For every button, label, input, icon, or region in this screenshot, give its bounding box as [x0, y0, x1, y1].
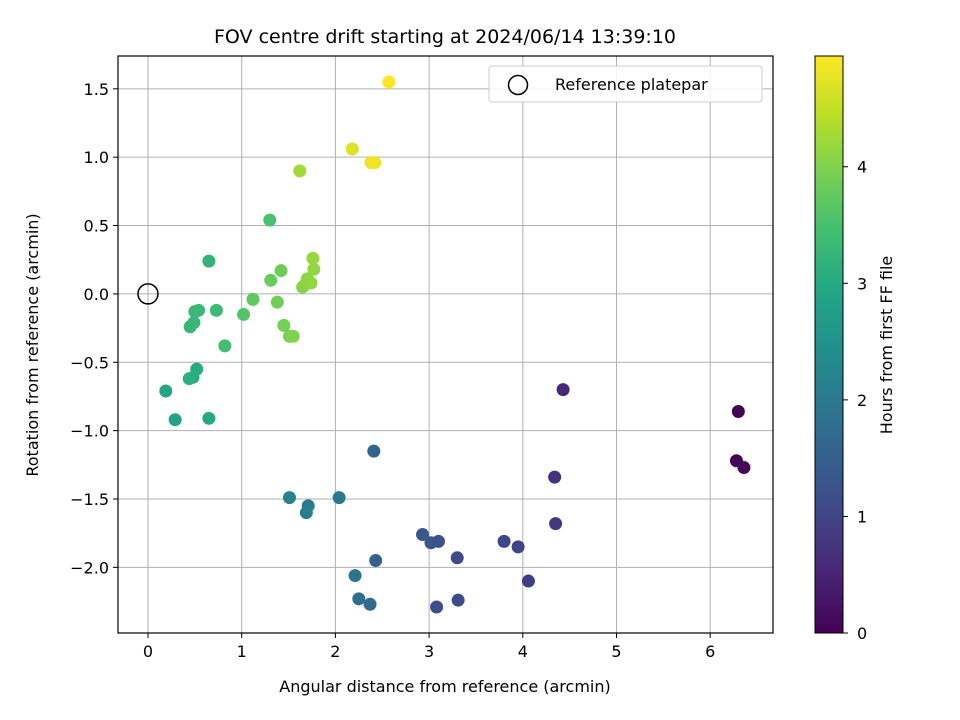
- data-point: [264, 273, 278, 287]
- data-point: [332, 491, 346, 505]
- data-point: [731, 404, 745, 418]
- colorbar-tick-label: 2: [857, 391, 867, 410]
- data-point: [263, 213, 277, 227]
- data-point: [348, 569, 362, 583]
- data-point: [497, 534, 511, 548]
- y-axis-label: Rotation from reference (arcmin): [23, 213, 42, 476]
- x-tick-label: 1: [237, 642, 247, 661]
- legend-box: [488, 65, 763, 103]
- data-point: [430, 600, 444, 614]
- data-point: [352, 592, 366, 606]
- data-point: [451, 593, 465, 607]
- x-tick-label: 6: [705, 642, 715, 661]
- y-tick-label: 1.0: [84, 148, 109, 167]
- data-point: [556, 383, 570, 397]
- data-point: [277, 318, 291, 332]
- data-point: [168, 413, 182, 427]
- plot-frame: [117, 55, 774, 634]
- legend: Reference platepar: [488, 65, 763, 103]
- y-tick-label: −1.0: [70, 422, 109, 441]
- data-point: [299, 506, 313, 520]
- x-tick-label: 0: [143, 642, 153, 661]
- legend-entry-label: Reference platepar: [555, 75, 708, 94]
- data-point: [282, 491, 296, 505]
- data-point: [304, 276, 318, 290]
- data-point: [369, 554, 383, 568]
- data-point: [416, 528, 430, 542]
- data-point: [367, 444, 381, 458]
- data-point: [307, 262, 321, 276]
- y-tick-label: 0.5: [84, 217, 109, 236]
- data-point: [549, 517, 563, 531]
- data-point: [548, 470, 562, 484]
- data-point: [293, 164, 307, 178]
- data-point: [209, 303, 223, 317]
- y-tick-label: 0.0: [84, 285, 109, 304]
- chart-title: FOV centre drift starting at 2024/06/14 …: [214, 26, 676, 48]
- y-tick-label: −2.0: [70, 558, 109, 577]
- y-tick-label: −0.5: [70, 353, 109, 372]
- reference-platepar-marker: [137, 283, 159, 305]
- legend-reference-marker: [507, 74, 529, 96]
- data-point: [274, 264, 288, 278]
- data-point: [246, 292, 260, 306]
- colorbar-tick-label: 4: [857, 158, 867, 177]
- data-point: [182, 372, 196, 386]
- x-axis-label: Angular distance from reference (arcmin): [279, 677, 610, 696]
- colorbar-label: Hours from first FF file: [877, 256, 896, 435]
- data-point: [424, 536, 438, 550]
- data-point: [237, 307, 251, 321]
- colorbar-tick-label: 1: [857, 507, 867, 526]
- y-axis-ticks: 1.5 1.0 0.5 0.0 −0.5 −1.0 −1.5 −2.0: [70, 80, 118, 577]
- data-point: [363, 597, 377, 611]
- data-point: [192, 303, 206, 317]
- data-point: [159, 384, 173, 398]
- colorbar: 0 1 2 3 4 Hours from first FF file: [814, 55, 896, 643]
- data-point: [382, 75, 396, 89]
- data-point: [270, 295, 284, 309]
- colorbar-tick-label: 3: [857, 274, 867, 293]
- data-point: [345, 142, 359, 156]
- colorbar-gradient: [814, 55, 844, 634]
- data-point: [202, 254, 216, 268]
- data-point: [368, 156, 382, 170]
- y-tick-label: −1.5: [70, 490, 109, 509]
- data-point: [511, 540, 525, 554]
- scatter-points: [159, 75, 751, 614]
- reference-marker-group: [137, 283, 159, 305]
- x-tick-label: 2: [330, 642, 340, 661]
- grid: [118, 56, 773, 633]
- data-point: [306, 251, 320, 265]
- x-axis-ticks: 0 1 2 3 4 5 6: [143, 633, 715, 661]
- colorbar-ticks: 0 1 2 3 4: [843, 158, 867, 643]
- x-tick-label: 4: [518, 642, 528, 661]
- data-point: [218, 339, 232, 353]
- x-tick-label: 5: [611, 642, 621, 661]
- colorbar-tick-label: 0: [857, 624, 867, 643]
- data-point: [286, 329, 300, 343]
- data-point: [187, 316, 201, 330]
- data-point: [521, 574, 535, 588]
- x-tick-label: 3: [424, 642, 434, 661]
- data-point: [737, 461, 751, 475]
- data-point: [202, 411, 216, 425]
- y-tick-label: 1.5: [84, 80, 109, 99]
- data-point: [450, 551, 464, 565]
